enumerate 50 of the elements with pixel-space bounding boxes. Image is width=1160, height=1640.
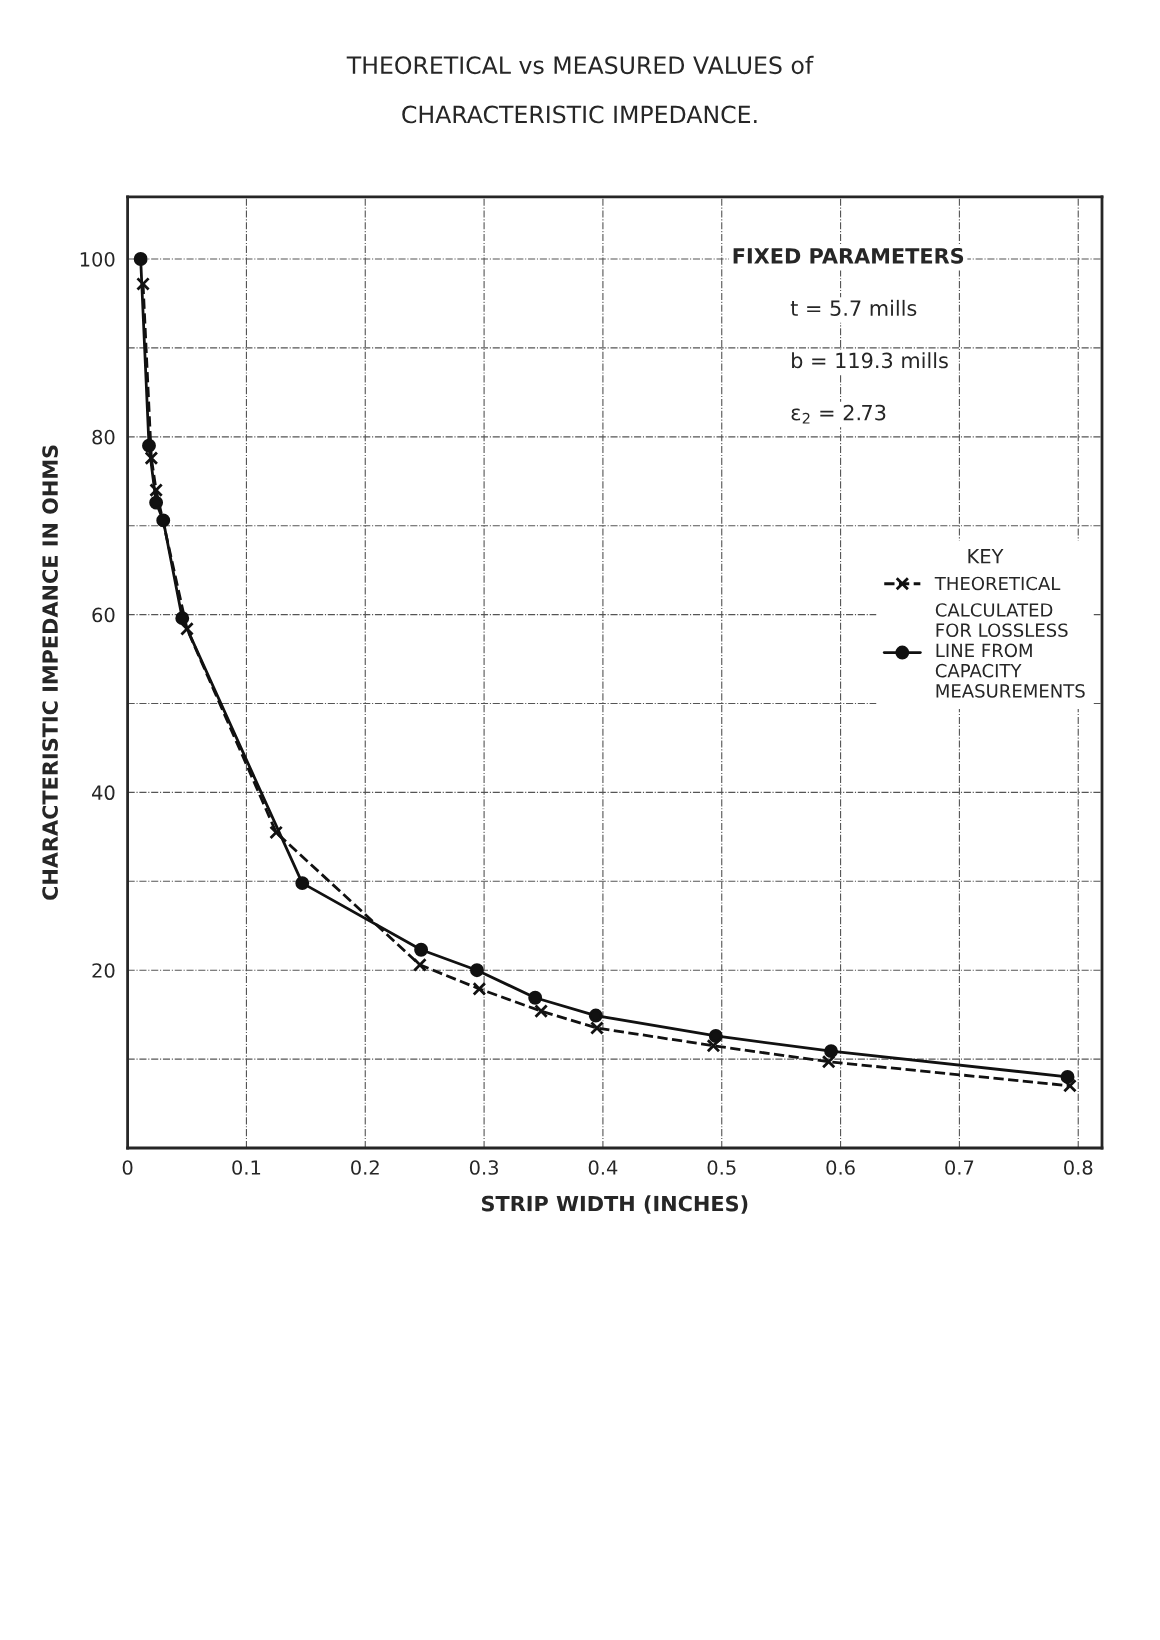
point [175, 611, 190, 626]
point [156, 513, 171, 528]
annotation: b = 119.3 mills [792, 352, 948, 369]
annotation: ε$_{2}$ = 2.73 [791, 404, 886, 424]
x-tick-label: 0.5 [707, 1160, 736, 1175]
point [1060, 1069, 1075, 1084]
x-tick-label: 0.8 [1064, 1160, 1093, 1175]
y-tick-label: 100 [80, 251, 115, 267]
point [528, 990, 543, 1005]
point [295, 876, 310, 891]
point [706, 1038, 721, 1053]
annotation: t = 5.7 mills [790, 299, 917, 316]
y-tick-label: 60 [92, 607, 115, 623]
x-tick-label: 0.3 [469, 1160, 498, 1175]
legend-title: KEY [968, 549, 1004, 564]
point [590, 1021, 604, 1035]
annotation: FIXED PARAMETERS [733, 247, 964, 264]
point [472, 981, 487, 996]
point [144, 451, 159, 466]
point [180, 621, 194, 636]
x-tick-label: 0.2 [351, 1160, 379, 1175]
legend-label: CALCULATED FOR LOSSLESS LINE FROM CAPACITY MEASUREMENTS [935, 603, 1085, 698]
point [142, 438, 156, 453]
x-axis-title: STRIP WIDTH (INCHES) [481, 1195, 748, 1214]
x-tick-label: 0.4 [588, 1160, 618, 1175]
legend-label: THEORETICAL [934, 576, 1061, 591]
point [136, 276, 150, 291]
point [412, 957, 427, 972]
x-tick-label: 0 [122, 1160, 133, 1175]
point [588, 1008, 603, 1023]
y-tick-label: 40 [92, 785, 115, 801]
point [269, 825, 284, 840]
point [414, 942, 429, 957]
point [1062, 1078, 1077, 1093]
x-tick-label: 0.6 [826, 1160, 855, 1175]
point [708, 1029, 723, 1043]
point [133, 252, 148, 266]
chart-title: THEORETICAL vs MEASURED VALUES of [346, 55, 814, 75]
x-tick-label: 0.1 [232, 1160, 261, 1175]
point [149, 483, 164, 498]
point [470, 963, 484, 978]
point [534, 1004, 549, 1019]
x-tick-label: 0.7 [945, 1160, 974, 1175]
y-tick-label: 20 [92, 963, 115, 978]
y-tick-label: 80 [92, 429, 115, 445]
point [149, 495, 164, 510]
point [824, 1044, 839, 1059]
point [821, 1054, 836, 1069]
chart-subtitle: CHARACTERISTIC IMPEDANCE. [402, 105, 757, 124]
y-axis-title: CHARACTERISTIC IMPEDANCE IN OHMS [42, 445, 58, 900]
